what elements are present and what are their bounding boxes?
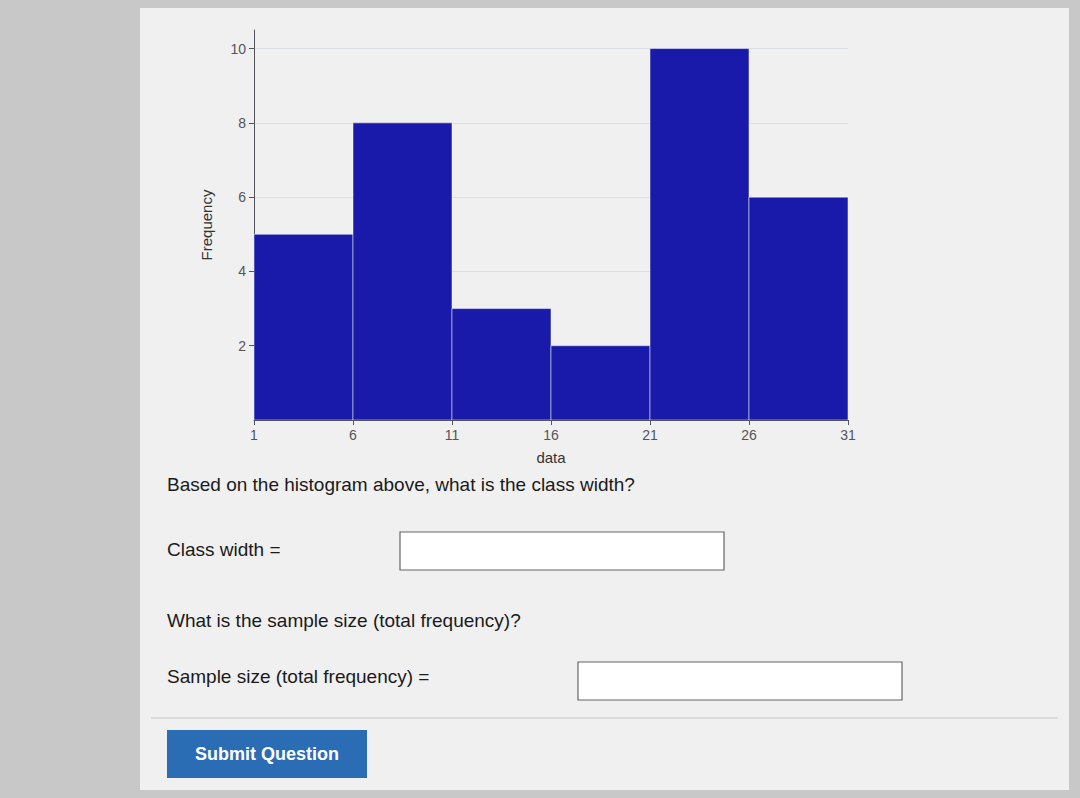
svg-text:2: 2 — [238, 338, 246, 354]
svg-text:Frequency: Frequency — [198, 189, 215, 260]
svg-text:Based on the histogram above,: Based on the histogram above, what is th… — [167, 474, 635, 495]
svg-text:10: 10 — [230, 41, 246, 57]
svg-text:4: 4 — [238, 263, 246, 279]
svg-text:6: 6 — [349, 427, 357, 443]
svg-text:11: 11 — [445, 427, 460, 443]
svg-text:Class width =: Class width = — [167, 539, 281, 560]
svg-text:Submit Question: Submit Question — [195, 744, 339, 764]
svg-text:1: 1 — [250, 427, 258, 443]
svg-text:21: 21 — [642, 427, 658, 443]
svg-text:26: 26 — [741, 427, 757, 443]
svg-text:6: 6 — [238, 189, 246, 205]
svg-text:Sample size (total frequency): Sample size (total frequency) = — [167, 666, 429, 687]
svg-text:What is the sample size (total: What is the sample size (total frequency… — [167, 610, 521, 631]
svg-text:8: 8 — [238, 115, 246, 131]
svg-text:16: 16 — [543, 427, 559, 443]
svg-text:data: data — [536, 449, 566, 466]
svg-text:31: 31 — [840, 427, 856, 443]
